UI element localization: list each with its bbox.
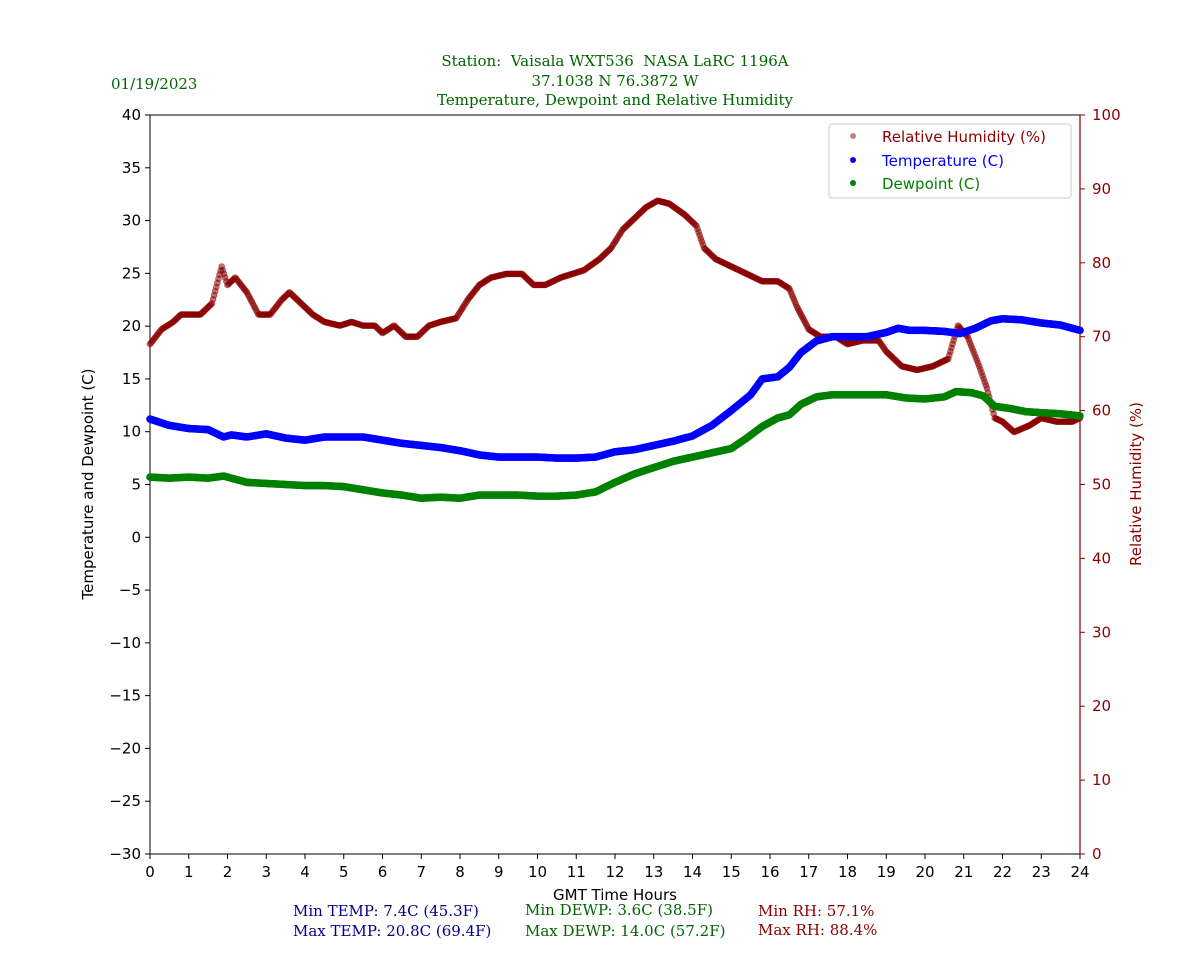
x-tick-label: 12	[605, 863, 624, 881]
stat-min-rh: Min RH: 57.1%	[758, 902, 874, 920]
x-tick-label: 17	[799, 863, 818, 881]
y2-tick-label: 30	[1092, 623, 1111, 641]
y-tick-label: 30	[122, 212, 141, 230]
legend-label-dewp: Dewpoint (C)	[882, 175, 980, 193]
y-tick-label: 25	[122, 264, 141, 282]
coords-title: 37.1038 N 76.3872 W	[532, 72, 699, 90]
y2-tick-label: 80	[1092, 254, 1111, 272]
y2-tick-label: 90	[1092, 180, 1111, 198]
x-tick-label: 18	[838, 863, 857, 881]
x-tick-label: 6	[378, 863, 388, 881]
x-tick-label: 11	[567, 863, 586, 881]
x-tick-label: 15	[722, 863, 741, 881]
y2-tick-label: 20	[1092, 697, 1111, 715]
x-tick-label: 5	[339, 863, 349, 881]
x-tick-label: 2	[223, 863, 233, 881]
rh-marker	[982, 381, 990, 389]
y2-tick-label: 100	[1092, 106, 1121, 124]
x-tick-label: 22	[993, 863, 1012, 881]
y-tick-label: 35	[122, 159, 141, 177]
station-title: Station: Vaisala WXT536 NASA LaRC 1196A	[441, 52, 788, 70]
series-temperature	[146, 314, 1084, 462]
y-tick-label: 40	[122, 106, 141, 124]
x-tick-label: 4	[300, 863, 310, 881]
legend-label-temp: Temperature (C)	[881, 152, 1004, 170]
legend-marker-dewp	[850, 180, 856, 186]
stat-max-dewp: Max DEWP: 14.0C (57.2F)	[525, 922, 725, 940]
x-tick-label: 20	[915, 863, 934, 881]
x-tick-label: 14	[683, 863, 702, 881]
y-tick-label: −20	[109, 739, 141, 757]
x-tick-label: 21	[954, 863, 973, 881]
date-label: 01/19/2023	[111, 75, 197, 93]
y-axis-left: 40 35 30 25 20 15 10 5 0 −5 −10 −15 −20 −25 −30	[109, 106, 150, 863]
x-tick-label: 3	[261, 863, 271, 881]
x-tick-label: 10	[528, 863, 547, 881]
y2-tick-label: 40	[1092, 549, 1111, 567]
x-axis-label: GMT Time Hours	[553, 886, 677, 904]
stat-max-rh: Max RH: 88.4%	[758, 921, 877, 939]
y-tick-label: 10	[122, 423, 141, 441]
y-tick-label: 15	[122, 370, 141, 388]
y-tick-label: 0	[131, 528, 141, 546]
chart-title: Temperature, Dewpoint and Relative Humid…	[437, 91, 793, 109]
stat-min-temp: Min TEMP: 7.4C (45.3F)	[293, 902, 479, 920]
x-axis: 0 1 2 3 4 5 6 7 8 9 10 11 12 13 14 15 16 17 18 19 20 21 22 23 24	[145, 854, 1090, 881]
series-relative-humidity	[146, 197, 1084, 436]
stat-min-dewp: Min DEWP: 3.6C (38.5F)	[525, 901, 713, 919]
x-tick-label: 9	[494, 863, 504, 881]
y2-tick-label: 50	[1092, 476, 1111, 494]
legend: Relative Humidity (%) Temperature (C) De…	[828, 123, 1072, 199]
y-tick-label: −15	[109, 687, 141, 705]
temp-marker	[1075, 326, 1083, 334]
y2-axis-label: Relative Humidity (%)	[1127, 402, 1145, 566]
legend-box	[828, 123, 1072, 199]
y-tick-label: −5	[119, 581, 141, 599]
y-tick-label: −25	[109, 792, 141, 810]
rh-marker	[974, 360, 982, 367]
x-tick-label: 24	[1070, 863, 1089, 881]
x-tick-label: 0	[145, 863, 155, 881]
legend-label-rh: Relative Humidity (%)	[882, 128, 1046, 146]
y-tick-label: −30	[109, 845, 141, 863]
x-tick-label: 13	[644, 863, 663, 881]
legend-marker-temp	[850, 157, 856, 163]
x-tick-label: 8	[455, 863, 465, 881]
stat-max-temp: Max TEMP: 20.8C (69.4F)	[293, 922, 491, 940]
y2-tick-label: 0	[1092, 845, 1102, 863]
series-dewpoint	[146, 387, 1084, 503]
stats-block: Min TEMP: 7.4C (45.3F) Max TEMP: 20.8C (…	[293, 901, 877, 940]
x-tick-label: 23	[1032, 863, 1051, 881]
dewp-marker	[1075, 411, 1083, 420]
y-axis-label: Temperature and Dewpoint (C)	[79, 368, 97, 600]
y-tick-label: −10	[109, 634, 141, 652]
y-tick-label: 5	[131, 476, 141, 494]
x-tick-label: 19	[877, 863, 896, 881]
y2-tick-label: 70	[1092, 328, 1111, 346]
y2-tick-label: 10	[1092, 771, 1111, 789]
x-tick-label: 1	[184, 863, 194, 881]
x-tick-label: 16	[760, 863, 779, 881]
y2-tick-label: 60	[1092, 402, 1111, 420]
legend-marker-rh	[850, 133, 856, 139]
x-tick-label: 7	[416, 863, 426, 881]
y-tick-label: 20	[122, 317, 141, 335]
